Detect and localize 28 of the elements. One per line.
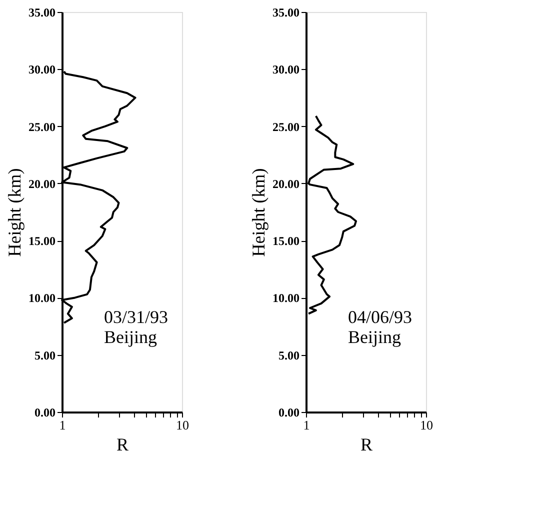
y-tick-label: 5.00 [34, 348, 56, 362]
y-tick-label: 30.00 [28, 62, 56, 77]
y-tick-label: 25.00 [28, 120, 56, 134]
y-tick-label: 35.00 [28, 6, 56, 20]
y-tick-label: 10.00 [28, 291, 56, 306]
y-tick-label: 35.00 [272, 6, 300, 20]
y-axis-title: Height (km) [4, 168, 24, 257]
annotation: 04/06/93 [348, 307, 412, 327]
x-tick-label: 10 [176, 418, 189, 432]
x-tick-label: 1 [59, 418, 66, 432]
y-tick-label: 0.00 [278, 406, 300, 420]
y-tick-label: 5.00 [278, 348, 300, 362]
annotation: Beijing [104, 327, 157, 347]
y-axis-title: Height (km) [248, 168, 268, 257]
y-tick-label: 20.00 [28, 176, 56, 191]
y-tick-label: 15.00 [272, 234, 300, 248]
x-tick-label: 10 [420, 418, 433, 432]
y-tick-label: 20.00 [272, 176, 300, 191]
x-tick-label: 1 [303, 418, 310, 432]
y-tick-label: 0.00 [34, 406, 56, 420]
x-axis-title: R [116, 434, 129, 454]
y-tick-label: 30.00 [272, 62, 300, 77]
annotation: 03/31/93 [104, 307, 168, 327]
y-tick-label: 15.00 [28, 234, 56, 248]
y-tick-label: 25.00 [272, 120, 300, 134]
x-axis-title: R [360, 434, 373, 454]
annotation: Beijing [348, 327, 401, 347]
y-tick-label: 10.00 [272, 291, 300, 306]
